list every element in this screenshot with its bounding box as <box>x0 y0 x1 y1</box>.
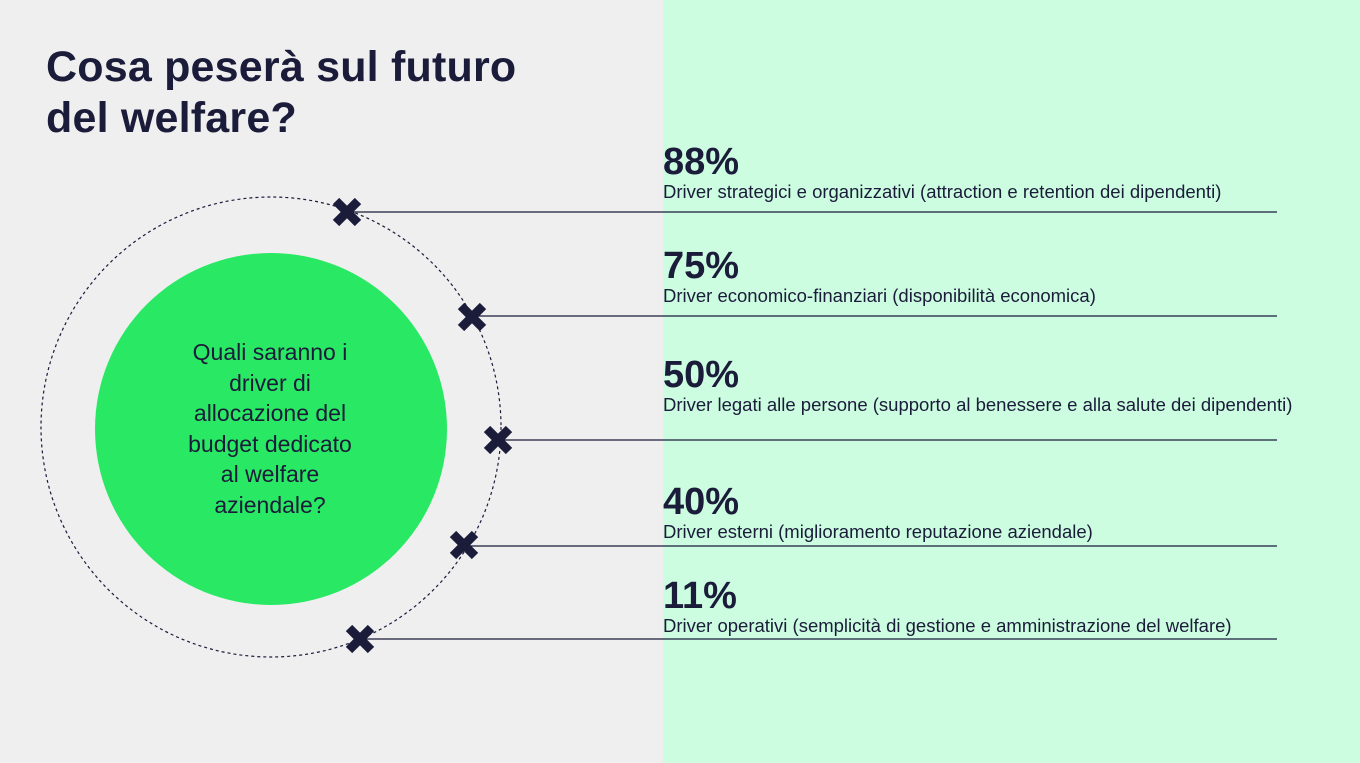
stat-percent: 88% <box>663 141 740 183</box>
stat-percent: 75% <box>663 245 740 287</box>
title-line-1: Cosa peserà sul futuro <box>46 43 517 91</box>
stat-label: Driver strategici e organizzativi (attra… <box>663 181 1222 202</box>
stat-percent: 40% <box>663 481 740 523</box>
stat-percent: 50% <box>663 354 740 396</box>
question-line: allocazione del <box>193 400 347 426</box>
stat-item-5: 11% Driver operativi (semplicità di gest… <box>663 576 1353 636</box>
cross-marker-icon <box>483 425 513 455</box>
stat-item-4: 40% Driver esterni (miglioramento reputa… <box>663 482 1353 542</box>
question-line: Quali saranno i <box>192 339 348 365</box>
stat-item-1: 88% Driver strategici e organizzativi (a… <box>663 142 1353 202</box>
stat-percent: 11% <box>663 575 737 617</box>
stat-label: Driver economico-finanziari (disponibili… <box>663 285 1096 306</box>
cross-marker-icon <box>449 530 479 560</box>
stat-label: Driver legati alle persone (supporto al … <box>663 394 1293 415</box>
stat-item-3: 50% Driver legati alle persone (supporto… <box>663 355 1353 415</box>
stat-item-2: 75% Driver economico-finanziari (disponi… <box>663 246 1353 306</box>
right-panel <box>663 0 1360 763</box>
question-line: driver di <box>229 369 311 396</box>
dashed-orbit-circle <box>40 196 502 658</box>
page-title: Cosa peserà sul futuro del welfare? <box>46 42 646 144</box>
question-line: al welfare <box>220 461 320 487</box>
center-question: Quali saranno i driver di allocazione de… <box>150 337 390 520</box>
question-line: budget dedicato <box>188 430 352 457</box>
title-line-2: del welfare? <box>46 94 297 142</box>
cross-marker-icon <box>332 197 362 227</box>
cross-marker-icon <box>457 302 487 332</box>
question-line: aziendale? <box>214 491 326 518</box>
cross-marker-icon <box>345 624 375 654</box>
question-circle <box>95 253 447 605</box>
stat-label: Driver esterni (miglioramento reputazion… <box>663 521 1093 542</box>
stat-label: Driver operativi (semplicità di gestione… <box>663 615 1232 636</box>
